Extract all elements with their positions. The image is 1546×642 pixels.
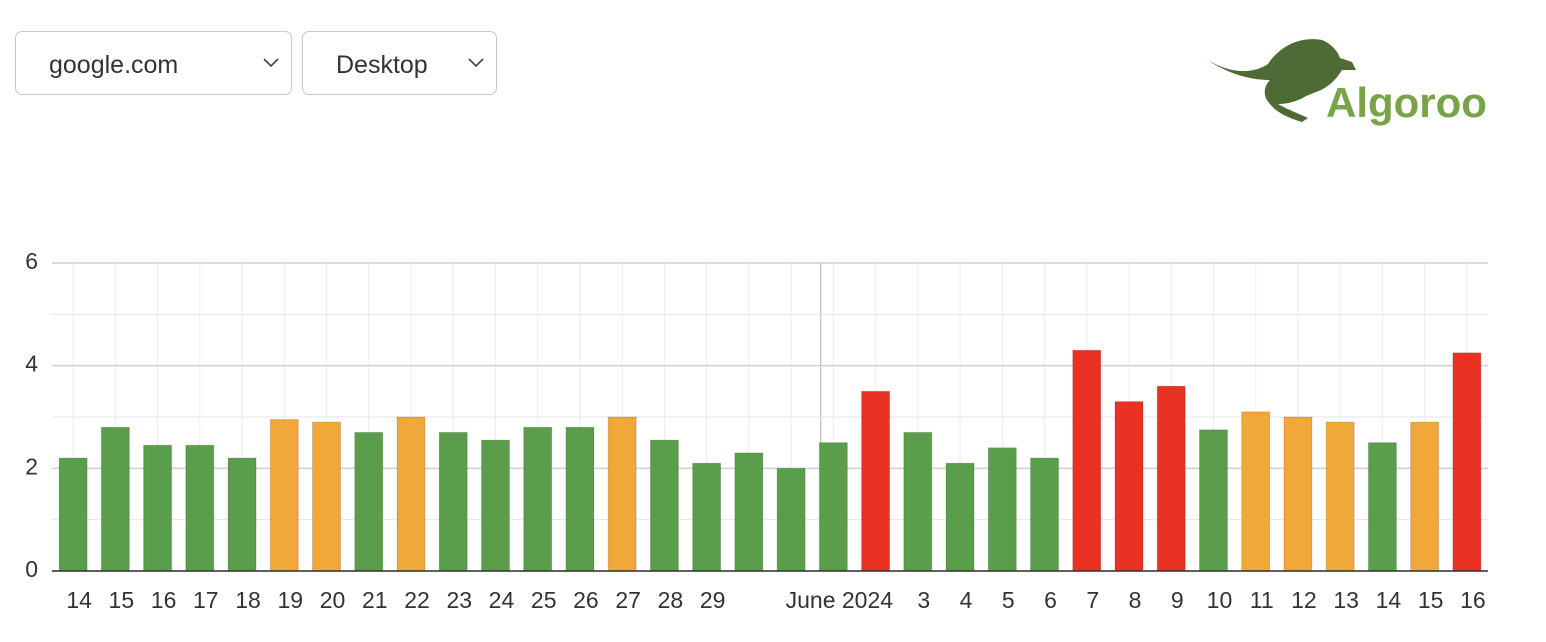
bar bbox=[58, 457, 88, 572]
x-tick-label: 28 bbox=[658, 587, 684, 613]
bar bbox=[227, 457, 257, 572]
bar bbox=[523, 426, 553, 572]
bar bbox=[1072, 349, 1102, 572]
chevron bbox=[263, 58, 279, 68]
bar bbox=[776, 467, 806, 572]
x-tick-label: 19 bbox=[277, 587, 303, 613]
x-tick-label: 13 bbox=[1333, 587, 1359, 613]
bar bbox=[945, 462, 975, 572]
chevron bbox=[468, 58, 484, 68]
x-tick-label: 18 bbox=[235, 587, 261, 613]
x-tick-label: 14 bbox=[1376, 587, 1402, 613]
bar bbox=[480, 439, 510, 572]
x-tick-label: 7 bbox=[1086, 587, 1099, 613]
bar bbox=[1283, 416, 1313, 572]
x-tick-label: 24 bbox=[489, 587, 515, 613]
bar bbox=[1452, 352, 1482, 572]
x-tick-label: 25 bbox=[531, 587, 557, 613]
x-tick-label: 26 bbox=[573, 587, 599, 613]
x-tick-label: 15 bbox=[1418, 587, 1444, 613]
y-tick-label: 6 bbox=[25, 248, 38, 274]
bar bbox=[607, 416, 637, 572]
bar bbox=[565, 426, 595, 572]
bar bbox=[143, 444, 173, 572]
bar bbox=[1367, 442, 1397, 572]
x-tick-label: 15 bbox=[109, 587, 135, 613]
x-tick-label: 21 bbox=[362, 587, 388, 613]
bar bbox=[100, 426, 130, 572]
bar bbox=[861, 390, 891, 572]
bar bbox=[818, 442, 848, 572]
bar bbox=[1030, 457, 1060, 572]
x-tick-label: 12 bbox=[1291, 587, 1317, 613]
x-tick-label: June 2024 bbox=[786, 587, 894, 613]
bar bbox=[1241, 411, 1271, 572]
x-tick-label: 6 bbox=[1044, 587, 1057, 613]
x-tick-label: 17 bbox=[193, 587, 219, 613]
bar bbox=[354, 431, 384, 572]
bar bbox=[903, 431, 933, 572]
x-tick-label: 29 bbox=[700, 587, 726, 613]
bar bbox=[396, 416, 426, 572]
x-tick-label: 9 bbox=[1171, 587, 1184, 613]
x-tick-label: 4 bbox=[960, 587, 973, 613]
x-tick-label: 22 bbox=[404, 587, 430, 613]
x-tick-label: 11 bbox=[1250, 587, 1274, 613]
y-tick-label: 4 bbox=[25, 351, 38, 377]
bar bbox=[649, 439, 679, 572]
x-tick-label: 16 bbox=[151, 587, 177, 613]
bar bbox=[1198, 429, 1228, 572]
bar bbox=[1325, 421, 1355, 572]
x-tick-label: 3 bbox=[917, 587, 930, 613]
logo: Algoroo bbox=[1205, 39, 1487, 126]
x-tick-label: 27 bbox=[615, 587, 641, 613]
bar bbox=[1410, 421, 1440, 572]
y-tick-label: 2 bbox=[25, 453, 38, 479]
bar bbox=[1156, 385, 1186, 572]
bar bbox=[185, 444, 215, 572]
site-select[interactable]: google.com bbox=[15, 31, 292, 95]
device-select[interactable]: Desktop bbox=[302, 31, 497, 95]
bar bbox=[734, 452, 764, 572]
site-select-value: google.com bbox=[49, 51, 179, 79]
x-tick-label: 5 bbox=[1002, 587, 1015, 613]
y-tick-label: 0 bbox=[25, 556, 38, 582]
x-tick-label: 20 bbox=[320, 587, 346, 613]
bar bbox=[312, 421, 342, 572]
bar bbox=[987, 447, 1017, 572]
logo-text: Algoroo bbox=[1326, 79, 1487, 126]
x-tick-label: 8 bbox=[1129, 587, 1142, 613]
bar bbox=[1114, 401, 1144, 572]
x-tick-label: 16 bbox=[1460, 587, 1486, 613]
x-tick-label: 23 bbox=[446, 587, 472, 613]
x-tick-label: 14 bbox=[66, 587, 92, 613]
device-select-value: Desktop bbox=[336, 51, 428, 79]
bar bbox=[438, 431, 468, 572]
bar bbox=[269, 419, 299, 572]
bar bbox=[692, 462, 722, 572]
x-tick-label: 10 bbox=[1207, 587, 1233, 613]
